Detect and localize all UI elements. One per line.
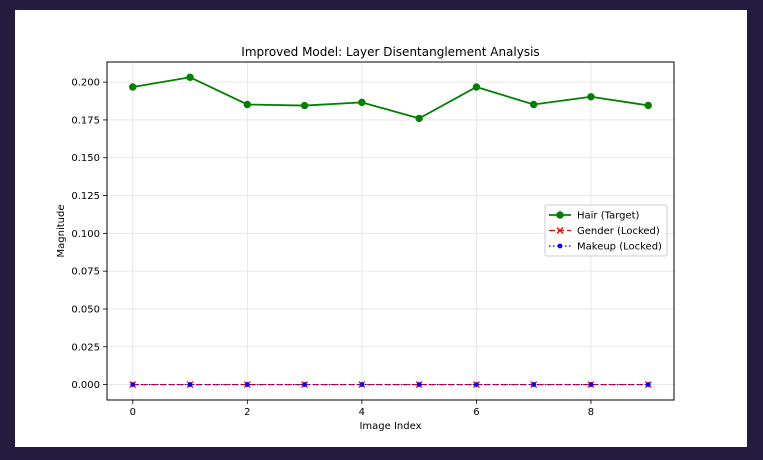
data-point xyxy=(415,114,423,123)
data-point xyxy=(130,382,136,387)
data-point xyxy=(529,100,538,109)
series-line xyxy=(132,76,649,120)
plot-area xyxy=(106,61,675,401)
data-point xyxy=(531,382,537,387)
series-2 xyxy=(130,382,651,387)
y-tick-label: 0.175 xyxy=(71,115,100,126)
y-tick-label: 0.075 xyxy=(71,267,100,278)
y-axis-label: Magnitude xyxy=(56,205,67,258)
y-tick-label: 0.150 xyxy=(71,153,100,164)
x-tick-label: 4 xyxy=(359,407,365,418)
data-point xyxy=(187,382,193,387)
data-point xyxy=(645,382,651,387)
data-point xyxy=(588,382,594,387)
legend-marker xyxy=(557,243,563,249)
data-point xyxy=(472,83,481,91)
legend-label: Hair (Target) xyxy=(577,211,640,222)
legend-entry: Makeup (Locked) xyxy=(549,242,662,253)
x-tick-label: 8 xyxy=(588,407,594,418)
legend-entry: Hair (Target) xyxy=(549,211,640,222)
legend-label: Gender (Locked) xyxy=(577,226,660,237)
y-tick-label: 0.050 xyxy=(71,304,100,315)
data-point xyxy=(644,101,652,110)
y-tick-label: 0.100 xyxy=(71,229,100,240)
data-point xyxy=(244,382,250,387)
data-point xyxy=(243,100,252,109)
data-point xyxy=(129,83,137,91)
y-axis: 0.000 0.025 0.050 0.075 0.100 0.125 0.150 0.175… xyxy=(71,78,107,391)
data-point xyxy=(302,382,307,387)
data-point xyxy=(358,98,366,107)
y-tick-label: 0.025 xyxy=(71,342,100,353)
x-tick-label: 2 xyxy=(244,407,250,418)
y-tick-label: 0.000 xyxy=(71,380,100,391)
x-tick-label: 0 xyxy=(130,407,136,418)
series-group xyxy=(129,73,652,389)
series-0 xyxy=(129,73,652,123)
data-point xyxy=(587,93,595,101)
legend: Hair (Target) Gender (Locked) Makeup (Lock… xyxy=(544,204,668,257)
legend-marker xyxy=(556,227,564,234)
x-axis: 0 2 4 6 8 xyxy=(130,400,594,418)
data-point xyxy=(300,101,309,110)
x-axis-label: Image Index xyxy=(359,421,421,432)
y-tick-label: 0.125 xyxy=(71,191,100,202)
y-tick-label: 0.200 xyxy=(71,78,100,89)
legend-label: Makeup (Locked) xyxy=(577,242,662,253)
legend-marker xyxy=(556,211,564,219)
data-point xyxy=(474,382,479,387)
data-point xyxy=(359,382,365,387)
chart-title: Improved Model: Layer Disentanglement An… xyxy=(241,45,539,59)
data-point xyxy=(416,382,422,387)
data-point xyxy=(186,73,194,81)
legend-entry: Gender (Locked) xyxy=(549,226,660,237)
x-tick-label: 6 xyxy=(473,407,479,418)
legend-box xyxy=(544,204,668,257)
